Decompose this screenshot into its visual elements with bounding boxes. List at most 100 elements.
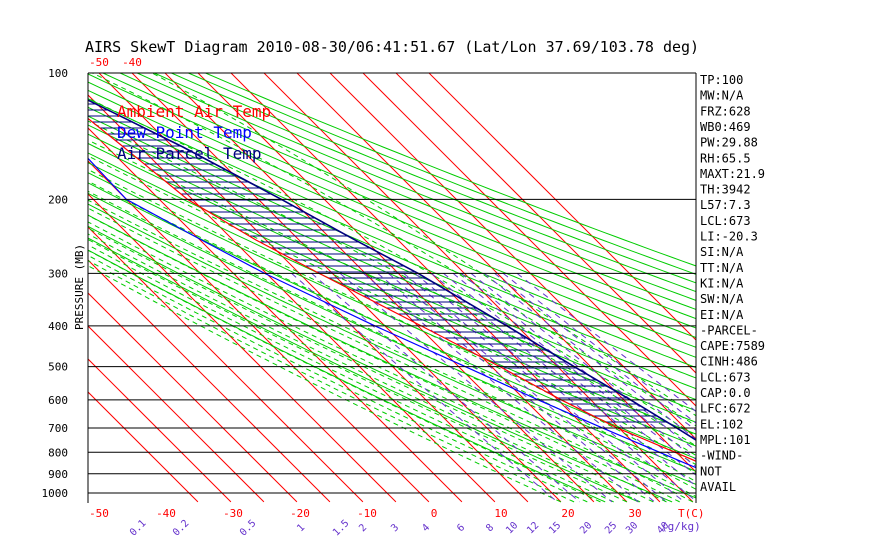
isotherm-line — [88, 358, 232, 503]
mixing-ratio-line — [502, 273, 696, 424]
stat-item: FRZ:628 — [700, 104, 751, 118]
isotherm-line — [164, 73, 595, 503]
bottom-temp-tick-label: -50 — [89, 507, 109, 520]
dry-adiabat-line — [88, 124, 696, 390]
dry-adiabat-line — [88, 142, 696, 412]
stat-item: -PARCEL- — [700, 323, 758, 337]
bottom-temp-tick-label: -20 — [290, 507, 310, 520]
moist-adiabat-line — [88, 233, 641, 503]
isotherm-line — [329, 73, 696, 440]
mixing-ratio-tick-label: 6 — [455, 522, 467, 534]
dry-adiabat-line — [171, 73, 696, 284]
isotherm-line — [88, 94, 496, 503]
isotherm-line — [88, 259, 331, 503]
stat-item: CAPE:7589 — [700, 339, 765, 353]
dry-adiabat-line — [88, 73, 696, 329]
mixing-ratio-tick-label: 0.1 — [128, 518, 149, 539]
stat-item: TP:100 — [700, 73, 743, 87]
stat-item: MW:N/A — [700, 89, 744, 103]
isotherm-line — [88, 391, 199, 503]
moist-adiabat-line — [88, 221, 667, 503]
isotherm-line — [395, 73, 696, 374]
pressure-tick-label: 400 — [48, 320, 68, 333]
mixing-ratio-line — [377, 273, 655, 503]
dry-adiabat-line — [88, 225, 673, 503]
pressure-tick-label: 1000 — [42, 487, 69, 500]
dry-adiabat-line — [88, 133, 696, 401]
mixing-ratio-line — [431, 273, 696, 487]
pressure-tick-label: 500 — [48, 361, 68, 374]
dew-point-temp-line — [88, 157, 696, 469]
moist-adiabat-line — [88, 265, 562, 503]
air-parcel-temp-line — [88, 99, 696, 441]
dry-adiabat-line — [88, 115, 696, 379]
moist-adiabat-line — [88, 180, 696, 483]
moist-adiabat-line — [88, 249, 601, 503]
dry-adiabat-line — [154, 73, 696, 293]
pressure-tick-label: 800 — [48, 446, 68, 459]
moist-adiabat-line — [88, 199, 696, 498]
isotherm-line — [88, 292, 298, 503]
pressure-tick-label: 100 — [48, 67, 68, 80]
stat-item: TT:N/A — [700, 261, 744, 275]
mixing-ratio-line — [414, 273, 696, 502]
mixing-ratio-tick-label: 12 — [525, 520, 541, 536]
isotherm-line — [88, 127, 463, 503]
dry-adiabat-line — [88, 106, 696, 369]
stat-item: CINH:486 — [700, 355, 758, 369]
dry-adiabat-line — [88, 98, 696, 358]
moist-adiabat-line — [88, 97, 696, 437]
mixing-ratio-line — [452, 273, 696, 468]
mixing-ratio-line — [494, 273, 696, 431]
mixing-ratio-tick-label: 30 — [624, 520, 640, 536]
chart-title: AIRS SkewT Diagram 2010-08-30/06:41:51.6… — [85, 38, 699, 56]
stat-item: LCL:673 — [700, 214, 751, 228]
mixing-ratio-tick-label: 10 — [504, 520, 520, 536]
mixing-ratio-line — [403, 273, 685, 503]
stat-item: L57:7.3 — [700, 198, 751, 212]
stat-item: EL:102 — [700, 417, 743, 431]
moist-adiabat-line — [88, 260, 575, 503]
mixing-ratio-line — [363, 273, 639, 503]
bottom-temp-tick-label: 30 — [628, 507, 641, 520]
mixing-ratio-tick-label: 0.2 — [171, 518, 192, 539]
mixing-ratio-unit-label: (g/kg) — [661, 520, 701, 533]
mixing-ratio-line — [483, 273, 696, 440]
dry-adiabat-line — [102, 73, 696, 320]
mixing-ratio-tick-label: 4 — [420, 522, 432, 534]
dry-adiabat-line — [88, 237, 639, 503]
moist-adiabat-line — [88, 190, 696, 490]
dry-adiabat-line — [88, 203, 696, 485]
bottom-temp-tick-label: 10 — [494, 507, 507, 520]
stat-item: LFC:672 — [700, 402, 751, 416]
bottom-temp-tick-label: -30 — [223, 507, 243, 520]
dry-adiabat-line — [119, 73, 696, 310]
mixing-ratio-line — [387, 273, 668, 503]
isotherm-line — [428, 73, 696, 341]
plot-area — [88, 73, 696, 503]
mixing-ratio-line — [460, 273, 696, 461]
stat-item: EI:N/A — [700, 308, 744, 322]
dry-adiabat-line — [136, 73, 696, 301]
stat-item: CAP:0.0 — [700, 386, 751, 400]
mixing-ratio-tick-label: 25 — [603, 520, 619, 536]
dry-adiabat-line — [205, 73, 696, 267]
stat-item: WB0:469 — [700, 120, 751, 134]
mixing-ratio-tick-label: 1 — [295, 522, 307, 534]
stat-item: SI:N/A — [700, 245, 744, 259]
moist-adiabat-line — [88, 227, 654, 503]
dry-adiabat-line — [88, 182, 696, 460]
isotherm-line — [88, 160, 430, 503]
mixing-ratio-tick-label: 20 — [578, 520, 594, 536]
moist-adiabat-line — [88, 238, 628, 503]
mixing-ratio-line — [516, 273, 696, 413]
mixing-ratio-line — [443, 273, 696, 476]
bottom-temp-tick-label: -40 — [156, 507, 176, 520]
bottom-temp-tick-label: -10 — [357, 507, 377, 520]
legend-item: Air Parcel Temp — [117, 144, 262, 163]
bottom-temp-tick-label: 0 — [431, 507, 438, 520]
mixing-ratio-tick-label: 0.5 — [238, 518, 259, 539]
isotherm-line — [362, 73, 696, 407]
